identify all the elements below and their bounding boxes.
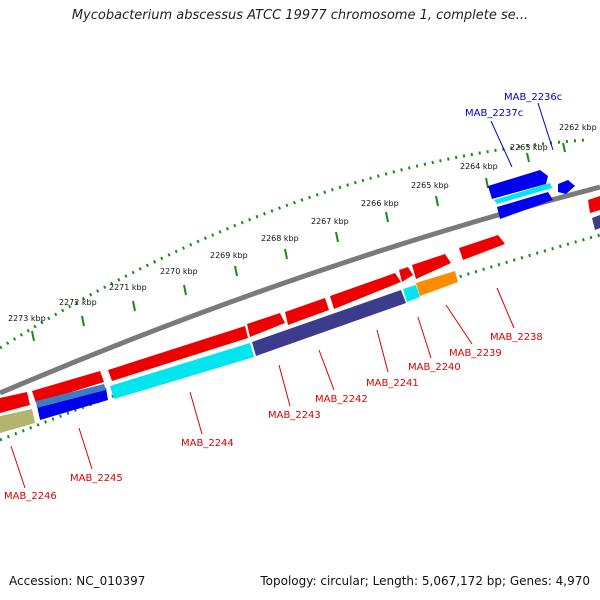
gene-MAB_2246	[0, 392, 30, 413]
reverse-strand-genes[interactable]	[488, 170, 600, 230]
kbp-label: 2264 kbp	[460, 162, 498, 171]
kbp-label: 2263 kbp	[510, 143, 548, 152]
tick-2262	[562, 142, 566, 153]
kbp-label: 2262 kbp	[559, 123, 597, 132]
kbp-label: 2271 kbp	[109, 283, 147, 292]
tick-2272	[81, 315, 85, 327]
kbp-label: 2267 kbp	[311, 217, 349, 226]
tick-2273	[31, 330, 35, 342]
ruler-ticks	[31, 142, 566, 342]
accession-text: Accession: NC_010397	[9, 574, 146, 588]
map-title: Mycobacterium abscessus ATCC 19977 chrom…	[71, 8, 529, 23]
gene-edge-red	[588, 196, 600, 213]
tick-2269	[234, 265, 238, 277]
genome-backbone	[0, 184, 600, 396]
gene-MAB_2243	[247, 313, 285, 337]
cds-MAB_2246	[0, 409, 35, 433]
cds-MAB_2245	[37, 388, 108, 420]
tick-2271	[132, 300, 136, 312]
gene-MAB_2239	[412, 254, 451, 279]
gene-label-MAB_2240: MAB_2240	[408, 362, 461, 373]
gene-MAB_2237c	[488, 170, 548, 199]
tick-2264	[485, 177, 489, 189]
cds-MAB_2241	[252, 290, 406, 356]
gene-MAB_2242	[285, 298, 329, 325]
kbp-label: 2273 kbp	[8, 314, 46, 323]
kbp-label: 2269 kbp	[210, 251, 248, 260]
kbp-label: 2272 kbp	[59, 298, 97, 307]
gene-MAB_2244	[108, 326, 248, 381]
kbp-label: 2265 kbp	[411, 181, 449, 190]
ruler-labels: 2262 kbp 2263 kbp 2264 kbp 2265 kbp 2266…	[8, 123, 597, 323]
gene-MAB_2238	[459, 235, 505, 260]
tick-2263	[526, 152, 530, 163]
gene-MAB_2245	[32, 371, 104, 403]
gene-label-MAB_2242: MAB_2242	[315, 394, 368, 405]
gene-label-MAB_2241: MAB_2241	[366, 378, 419, 389]
gene-label-MAB_2246: MAB_2246	[4, 491, 57, 502]
gene-label-MAB_2243: MAB_2243	[268, 410, 321, 421]
gene-label-MAB_2239: MAB_2239	[449, 348, 502, 359]
tick-2268	[284, 248, 288, 260]
gene-MAB_2240	[399, 267, 413, 282]
cds-MAB_2237c	[494, 183, 552, 204]
gene-MAB_2236c	[497, 192, 553, 219]
kbp-label: 2270 kbp	[160, 267, 198, 276]
gene-label-MAB_2237c: MAB_2237c	[465, 108, 523, 119]
cds-MAB_2239	[416, 271, 458, 296]
cds-MAB_2240	[403, 285, 420, 302]
tick-2266	[385, 211, 389, 223]
gene-labels[interactable]: MAB_2236c MAB_2237c MAB_2238 MAB_2239 MA…	[4, 92, 562, 502]
gene-label-MAB_2236c: MAB_2236c	[504, 92, 562, 103]
tick-2270	[183, 284, 187, 296]
gene-small-blue	[558, 180, 575, 194]
kbp-label: 2268 kbp	[261, 234, 299, 243]
tick-2265	[435, 195, 439, 207]
gene-edge-navy	[592, 215, 600, 230]
gene-MAB_2241	[330, 273, 401, 309]
gene-label-MAB_2244: MAB_2244	[181, 438, 234, 449]
label-leaders	[10, 102, 554, 489]
kbp-label: 2266 kbp	[361, 199, 399, 208]
cds-MAB_2245-top	[36, 384, 106, 408]
forward-strand-genes[interactable]	[0, 235, 505, 433]
tick-2267	[335, 231, 339, 243]
gene-label-MAB_2245: MAB_2245	[70, 473, 123, 484]
topology-summary: Topology: circular; Length: 5,067,172 bp…	[260, 574, 590, 588]
cds-MAB_2244	[110, 343, 254, 399]
gene-label-MAB_2238: MAB_2238	[490, 332, 543, 343]
